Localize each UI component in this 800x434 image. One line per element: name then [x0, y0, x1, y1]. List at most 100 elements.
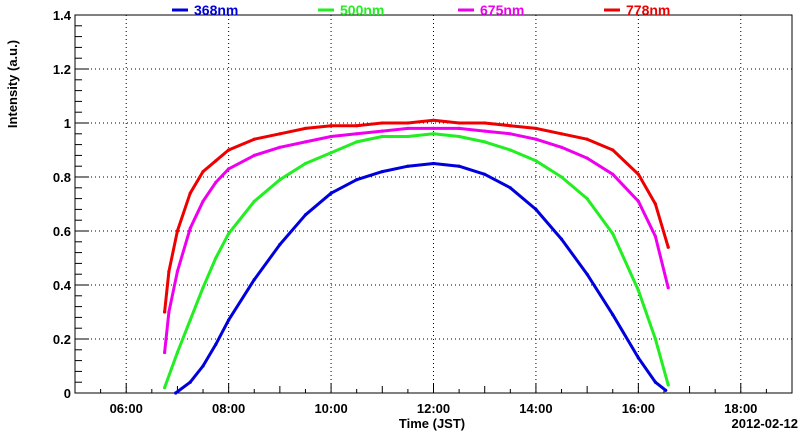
data-point-500nm: [252, 199, 256, 203]
data-point-675nm: [534, 137, 538, 141]
y-tick-label: 0: [64, 386, 71, 401]
data-point-368nm: [483, 172, 487, 176]
data-point-778nm: [653, 202, 658, 206]
y-axis-label: Intensity (a.u.): [5, 40, 20, 128]
data-point-500nm: [585, 197, 589, 201]
data-point-368nm: [252, 278, 256, 282]
data-point-500nm: [559, 175, 564, 179]
data-point-500nm: [508, 148, 512, 152]
data-point-675nm: [303, 140, 308, 144]
data-point-675nm: [167, 310, 171, 314]
data-point-500nm: [431, 132, 436, 136]
data-point-675nm: [163, 350, 167, 355]
data-point-675nm: [188, 226, 192, 230]
series-line-500nm: [163, 132, 670, 390]
data-point-368nm: [534, 207, 538, 211]
data-point-778nm: [201, 170, 205, 174]
data-point-500nm: [653, 337, 658, 341]
data-point-778nm: [214, 159, 218, 163]
data-point-778nm: [188, 191, 192, 195]
data-point-778nm: [534, 126, 538, 130]
data-point-675nm: [406, 126, 410, 130]
data-point-368nm: [227, 318, 231, 322]
data-point-500nm: [175, 350, 180, 355]
axis-ticks: 06:00 08:00 10:00 12:00 14:00 16:00 18:00 0 0.2 0…: [53, 8, 793, 416]
data-point-778nm: [252, 137, 256, 141]
data-point-500nm: [329, 151, 333, 155]
data-point-500nm: [278, 178, 282, 182]
data-point-778nm: [175, 229, 180, 233]
data-point-500nm: [201, 286, 205, 290]
data-point-368nm: [457, 164, 461, 168]
data-point-675nm: [175, 269, 180, 274]
data-point-675nm: [666, 286, 670, 290]
data-point-675nm: [508, 132, 512, 136]
data-point-778nm: [483, 121, 487, 125]
data-point-778nm: [636, 172, 640, 176]
data-point-675nm: [431, 126, 436, 130]
data-point-778nm: [380, 121, 384, 125]
data-point-675nm: [278, 145, 282, 149]
y-tick-label: 0.6: [53, 224, 71, 239]
data-point-675nm: [329, 134, 333, 139]
data-point-500nm: [303, 161, 308, 166]
data-point-675nm: [380, 129, 384, 133]
data-point-778nm: [559, 132, 564, 136]
data-point-675nm: [611, 172, 615, 176]
data-point-368nm: [406, 164, 410, 168]
legend-label-368nm: 368nm: [194, 2, 238, 18]
data-point-368nm: [431, 161, 436, 166]
data-point-778nm: [355, 124, 359, 128]
data-point-500nm: [227, 232, 231, 236]
data-point-778nm: [329, 124, 333, 128]
data-point-368nm: [380, 170, 384, 174]
x-tick-label: 14:00: [519, 401, 552, 416]
data-point-500nm: [214, 256, 218, 260]
legend: 368nm 500nm 675nm 778nm: [172, 2, 670, 18]
data-point-778nm: [406, 121, 410, 125]
data-point-368nm: [508, 186, 512, 190]
y-tick-label: 1: [64, 116, 71, 131]
data-point-675nm: [214, 180, 218, 184]
data-point-778nm: [303, 126, 308, 130]
data-point-778nm: [666, 245, 670, 249]
data-point-675nm: [355, 132, 359, 136]
data-point-368nm: [653, 380, 658, 384]
legend-label-778nm: 778nm: [626, 2, 670, 18]
y-tick-label: 0.8: [53, 170, 71, 185]
data-point-500nm: [534, 159, 538, 163]
date-label: 2012-02-12: [732, 416, 799, 431]
y-tick-label: 0.4: [53, 278, 72, 293]
data-point-500nm: [483, 140, 487, 144]
series-line-675nm: [163, 126, 670, 354]
legend-label-500nm: 500nm: [340, 2, 384, 18]
data-point-368nm: [188, 380, 192, 384]
data-point-778nm: [167, 269, 171, 274]
data-point-500nm: [611, 232, 615, 236]
x-tick-label: 06:00: [110, 401, 143, 416]
data-point-778nm: [163, 310, 167, 314]
data-point-368nm: [611, 313, 615, 317]
x-tick-label: 18:00: [724, 401, 757, 416]
data-point-675nm: [252, 153, 256, 157]
x-axis-label: Time (JST): [399, 416, 465, 431]
data-point-675nm: [636, 199, 640, 203]
data-point-675nm: [585, 156, 589, 160]
y-tick-label: 1.4: [53, 8, 72, 23]
data-point-675nm: [457, 126, 461, 130]
data-point-368nm: [585, 272, 589, 276]
data-point-368nm: [355, 178, 359, 182]
data-point-778nm: [278, 132, 282, 136]
data-point-778nm: [585, 137, 589, 141]
data-point-778nm: [431, 118, 436, 122]
data-point-368nm: [201, 364, 205, 368]
y-tick-label: 1.2: [53, 62, 71, 77]
data-point-500nm: [406, 134, 410, 139]
data-point-368nm: [559, 237, 564, 241]
series-group: [163, 118, 670, 395]
data-point-778nm: [457, 121, 461, 125]
data-point-500nm: [355, 140, 359, 144]
data-point-675nm: [201, 199, 205, 203]
data-point-500nm: [666, 383, 670, 387]
data-point-778nm: [508, 124, 512, 128]
